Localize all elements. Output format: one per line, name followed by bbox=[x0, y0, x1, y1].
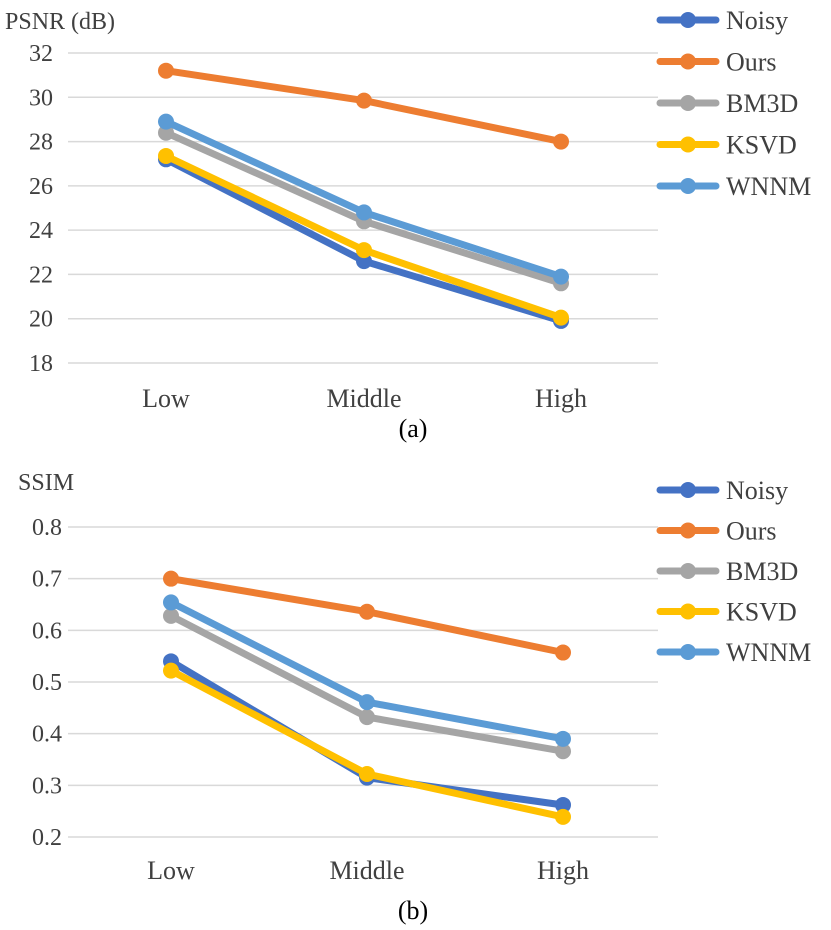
y-tick-label: 0.4 bbox=[32, 722, 62, 748]
legend-item-noisy: Noisy bbox=[656, 476, 788, 505]
legend-marker bbox=[680, 482, 696, 498]
x-tick-label: High bbox=[537, 856, 589, 885]
legend-marker bbox=[680, 603, 696, 620]
y-tick-label: 0.2 bbox=[32, 825, 62, 851]
data-point bbox=[555, 730, 571, 747]
legend-marker bbox=[680, 178, 696, 194]
legend-marker bbox=[680, 136, 696, 153]
data-point bbox=[359, 765, 375, 782]
x-tick-label: Middle bbox=[326, 384, 401, 413]
data-point bbox=[555, 743, 571, 760]
chart-title: PSNR (dB) bbox=[5, 9, 115, 35]
data-point bbox=[553, 309, 569, 326]
series-wnnm bbox=[163, 594, 571, 747]
data-point bbox=[356, 253, 372, 270]
y-tick-label: 22 bbox=[29, 262, 53, 288]
data-point bbox=[163, 662, 179, 679]
legend-item-bm3d: BM3D bbox=[656, 557, 798, 586]
caption: (a) bbox=[399, 414, 428, 443]
series-ours bbox=[158, 62, 569, 150]
x-tick-label: Middle bbox=[329, 856, 404, 885]
legend-label: Noisy bbox=[726, 476, 788, 505]
series-ksvd bbox=[163, 662, 571, 825]
y-tick-label: 0.7 bbox=[32, 567, 62, 593]
y-tick-label: 0.8 bbox=[32, 515, 62, 541]
legend-item-ours: Ours bbox=[656, 48, 777, 77]
legend-item-ours: Ours bbox=[656, 517, 777, 546]
legend-label: WNNM bbox=[726, 638, 811, 667]
data-point bbox=[163, 607, 179, 624]
y-tick-label: 0.3 bbox=[32, 773, 62, 799]
data-point bbox=[158, 62, 174, 79]
legend-marker bbox=[680, 522, 696, 539]
data-point bbox=[359, 694, 375, 711]
legend-label: BM3D bbox=[726, 89, 798, 118]
legend-label: KSVD bbox=[726, 598, 797, 627]
legend-item-ksvd: KSVD bbox=[656, 598, 797, 627]
data-point bbox=[163, 594, 179, 611]
caption: (b) bbox=[398, 896, 428, 925]
data-point bbox=[163, 570, 179, 587]
y-tick-label: 20 bbox=[29, 307, 53, 333]
legend-marker bbox=[680, 95, 696, 111]
data-point bbox=[356, 242, 372, 259]
data-point bbox=[356, 92, 372, 109]
legend-marker bbox=[680, 53, 696, 70]
y-tick-label: 30 bbox=[29, 85, 53, 111]
data-point bbox=[359, 709, 375, 726]
data-point bbox=[555, 808, 571, 825]
legend-item-wnnm: WNNM bbox=[656, 172, 811, 201]
x-tick-label: Low bbox=[147, 856, 195, 885]
series-wnnm bbox=[158, 113, 569, 285]
data-point bbox=[158, 147, 174, 164]
y-tick-label: 0.5 bbox=[32, 670, 62, 696]
y-tick-label: 18 bbox=[29, 351, 53, 377]
legend-label: KSVD bbox=[726, 131, 797, 160]
data-point bbox=[359, 603, 375, 620]
series-line bbox=[162, 152, 565, 322]
y-tick-label: 26 bbox=[29, 174, 53, 200]
y-tick-label: 0.6 bbox=[32, 618, 62, 644]
legend-marker bbox=[680, 12, 696, 28]
legend-label: BM3D bbox=[726, 557, 798, 586]
data-point bbox=[356, 204, 372, 221]
data-point bbox=[555, 644, 571, 661]
data-point bbox=[158, 113, 174, 130]
chart-psnr: 18 20 22 24 26 28 30 32 Low Middle High PSNR (dB) (a… bbox=[5, 6, 811, 443]
x-tick-label: High bbox=[535, 384, 587, 413]
legend-label: Ours bbox=[726, 517, 777, 546]
legend-item-noisy: Noisy bbox=[656, 6, 788, 35]
legend-label: Ours bbox=[726, 48, 777, 77]
series-ksvd bbox=[158, 147, 569, 326]
legend-item-wnnm: WNNM bbox=[656, 638, 811, 667]
series-bm3d bbox=[163, 607, 571, 760]
legend-marker bbox=[680, 563, 696, 579]
legend-item-bm3d: BM3D bbox=[656, 89, 798, 118]
y-tick-label: 24 bbox=[29, 218, 53, 244]
legend-label: Noisy bbox=[726, 6, 788, 35]
data-point bbox=[158, 124, 174, 141]
data-point bbox=[555, 796, 571, 813]
y-tick-label: 32 bbox=[29, 41, 53, 67]
series-ours bbox=[163, 570, 571, 661]
chart-title: SSIM bbox=[18, 470, 74, 496]
legend-item-ksvd: KSVD bbox=[656, 131, 797, 160]
chart-ssim: 0.2 0.3 0.4 0.5 0.6 0.7 0.8 Low Middle High SSIM (b… bbox=[18, 470, 811, 925]
x-tick-label: Low bbox=[142, 384, 190, 413]
y-tick-label: 28 bbox=[29, 130, 53, 156]
data-point bbox=[553, 268, 569, 285]
legend-label: WNNM bbox=[726, 172, 811, 201]
data-point bbox=[553, 133, 569, 150]
legend-marker bbox=[680, 644, 696, 660]
